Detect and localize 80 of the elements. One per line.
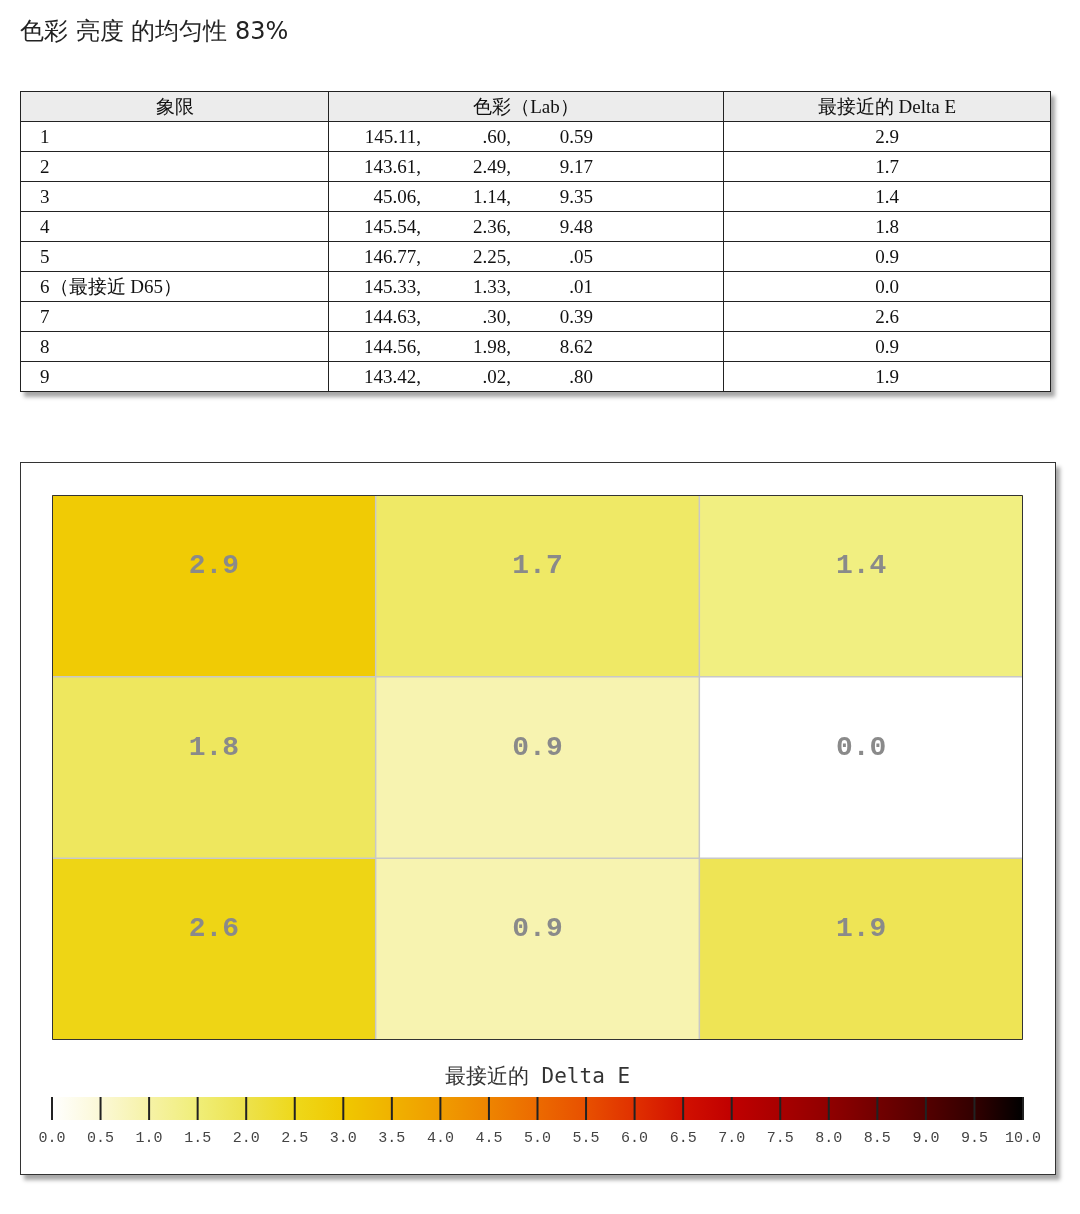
- data-label: 2.9: [188, 549, 240, 581]
- text: 9.17: [559, 155, 593, 177]
- color-bar-label: 6.0: [621, 1129, 649, 1147]
- text: 2.9: [875, 125, 899, 147]
- text: 2.6: [875, 305, 899, 327]
- color-bar-label: 2.0: [232, 1129, 260, 1147]
- text: 3: [40, 185, 50, 207]
- color-bar-label: 4.5: [475, 1129, 503, 1147]
- text: 0.59: [559, 125, 593, 147]
- text: 143.42,: [364, 365, 421, 387]
- color-bar-label: 1.5: [184, 1129, 212, 1147]
- text: .02,: [482, 365, 511, 387]
- data-label: 0.0: [835, 731, 887, 763]
- text: 6（最接近 D65）: [40, 275, 182, 297]
- text: 0.39: [559, 305, 593, 327]
- text: .80: [569, 365, 593, 387]
- text: 1.9: [875, 365, 899, 387]
- color-bar-label: 6.5: [669, 1129, 697, 1147]
- text: 4: [40, 215, 50, 237]
- color-bar-label: 7.0: [718, 1129, 746, 1147]
- data-label: 1.9: [835, 913, 887, 945]
- text: 145.54,: [364, 215, 421, 237]
- category-label: 象限: [20, 91, 329, 122]
- color-bar-label: 2.5: [281, 1129, 309, 1147]
- category-label: 最接近的 Delta E: [723, 91, 1051, 122]
- text: 146.77,: [364, 245, 421, 267]
- text: 2.25,: [473, 245, 511, 267]
- color-bar-label: 5.5: [572, 1129, 600, 1147]
- text: 8.62: [559, 335, 593, 357]
- text: 2: [40, 155, 50, 177]
- text: .60,: [482, 125, 511, 147]
- color-bar-title: 最接近的 Delta E: [444, 1064, 631, 1089]
- text: 9.35: [559, 185, 593, 207]
- color-bar-label: 4.0: [426, 1129, 454, 1147]
- text: 0.9: [875, 335, 899, 357]
- color-bar-label: 10.0: [1004, 1129, 1042, 1147]
- text: 9.48: [559, 215, 593, 237]
- color-bar-label: 3.0: [329, 1129, 357, 1147]
- color-bar-label: 1.0: [135, 1129, 163, 1147]
- text: 9: [40, 365, 50, 387]
- data-label: 1.7: [512, 549, 563, 581]
- data-label: 0.9: [512, 913, 563, 945]
- data-label: 0.9: [512, 731, 563, 763]
- category-label: 色彩（Lab）: [328, 91, 724, 122]
- color-bar-label: 9.0: [912, 1129, 940, 1147]
- text: 143.61,: [364, 155, 421, 177]
- text: 144.56,: [364, 335, 421, 357]
- color-bar-label: 0.5: [87, 1129, 115, 1147]
- color-bar-label: 8.0: [815, 1129, 843, 1147]
- text: 1.98,: [473, 335, 511, 357]
- data-label: 1.8: [188, 731, 240, 763]
- text: 7: [40, 305, 50, 327]
- text: 1: [40, 125, 50, 147]
- text: 色彩 亮度 的均匀性 83%: [20, 16, 289, 47]
- text: 2.49,: [473, 155, 511, 177]
- color-bar-label: 3.5: [378, 1129, 406, 1147]
- text: .30,: [482, 305, 511, 327]
- text: 0.9: [875, 245, 899, 267]
- text: 1.8: [875, 215, 899, 237]
- text: 144.63,: [364, 305, 421, 327]
- text: 1.14,: [473, 185, 511, 207]
- text: 8: [40, 335, 50, 357]
- text: 45.06,: [373, 185, 421, 207]
- text: 145.33,: [364, 275, 421, 297]
- text: 0.0: [875, 275, 899, 297]
- data-label: 2.6: [188, 913, 240, 945]
- color-bar-label: 8.5: [863, 1129, 891, 1147]
- color-bar-label: 5.0: [523, 1129, 552, 1147]
- text: 1.4: [875, 185, 899, 207]
- text: .01: [569, 275, 593, 297]
- text: 2.36,: [473, 215, 511, 237]
- color-bar-label: 9.5: [960, 1129, 988, 1147]
- color-bar-label: 7.5: [766, 1129, 794, 1147]
- data-label: 1.4: [835, 549, 887, 581]
- color-bar-label: 0.0: [38, 1129, 66, 1147]
- text: .05: [569, 245, 593, 267]
- text: 145.11,: [364, 125, 421, 147]
- text: 1.33,: [473, 275, 511, 297]
- text: 5: [40, 245, 50, 267]
- text: 1.7: [875, 155, 899, 177]
